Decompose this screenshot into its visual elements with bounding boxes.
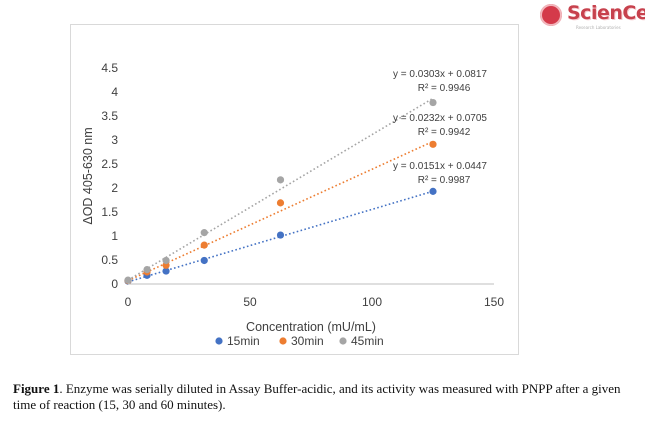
equation-15min: y = 0.0151x + 0.0447: [393, 161, 487, 172]
y-tick-label: 4.5: [101, 61, 118, 75]
y-tick-label: 1.5: [101, 205, 118, 219]
x-tick-labels: 0 50 100 150: [125, 295, 505, 309]
sciencell-logo: ScienCell Research Laboratories: [540, 2, 645, 30]
point-45min: [276, 176, 285, 184]
trendline-equations: y = 0.0151x + 0.0447 R² = 0.9987 y = 0.023…: [393, 69, 487, 186]
y-tick-label: 3.5: [101, 109, 118, 123]
point-45min: [162, 256, 170, 265]
caption-label: Figure 1: [13, 381, 60, 396]
point-45min: [143, 266, 151, 274]
legend-marker-30min: [279, 337, 287, 345]
legend-marker-45min: [339, 337, 347, 345]
x-tick-label: 0: [125, 295, 132, 309]
r-squared-45min: R² = 0.9946: [418, 83, 471, 94]
legend-label-15min: 15min: [227, 334, 260, 348]
r-squared-15min: R² = 0.9987: [418, 175, 471, 186]
x-tick-label: 150: [484, 295, 504, 309]
x-tick-label: 100: [362, 295, 382, 309]
x-axis-title: Concentration (mU/mL): [246, 320, 376, 334]
trendline-45min: [127, 97, 434, 281]
y-tick-labels: 0 0.5 1 1.5 2 2.5 3 3.5 4 4.5: [101, 61, 118, 291]
legend: 15min 30min 45min: [215, 334, 384, 348]
point-45min: [200, 229, 208, 237]
chart-frame: 0 0.5 1 1.5 2 2.5 3 3.5 4 4.5 0 50 100 150 ΔOD 405-6…: [70, 24, 519, 355]
y-tick-label: 1: [111, 229, 118, 243]
r-squared-30min: R² = 0.9942: [418, 127, 471, 138]
trendline-30min: [127, 140, 434, 282]
chart-svg: 0 0.5 1 1.5 2 2.5 3 3.5 4 4.5 0 50 100 150 ΔOD 405-6…: [81, 61, 505, 348]
figure-caption: Figure 1. Enzyme was serially diluted in…: [13, 381, 638, 413]
logo-text: ScienCell: [567, 2, 645, 24]
point-30min: [429, 140, 437, 148]
y-tick-label: 0: [111, 277, 118, 291]
legend-label-45min: 45min: [351, 334, 384, 348]
y-tick-label: 4: [111, 85, 118, 99]
point-15min: [162, 267, 170, 275]
logo-tagline: Research Laboratories: [576, 25, 621, 30]
point-30min: [200, 241, 208, 249]
legend-label-30min: 30min: [291, 334, 324, 348]
point-15min: [276, 231, 285, 239]
y-tick-label: 3: [111, 133, 118, 147]
point-15min: [200, 256, 208, 265]
point-45min: [429, 98, 437, 107]
trendline-15min: [127, 190, 434, 283]
y-axis-title: ΔOD 405-630 nm: [81, 127, 95, 224]
x-tick-label: 50: [243, 295, 257, 309]
caption-text: . Enzyme was serially diluted in Assay B…: [13, 381, 621, 412]
data-points: [124, 98, 437, 285]
legend-marker-15min: [215, 337, 223, 345]
y-tick-label: 2.5: [101, 157, 118, 171]
point-30min: [276, 199, 285, 207]
y-tick-label: 2: [111, 181, 118, 195]
logo-badge-icon: [540, 4, 562, 26]
equation-30min: y = 0.0232x + 0.0705: [393, 113, 487, 124]
equation-45min: y = 0.0303x + 0.0817: [393, 69, 487, 80]
point-15min: [429, 187, 437, 195]
y-tick-label: 0.5: [101, 253, 118, 267]
point-45min: [124, 276, 132, 284]
trendlines: [127, 97, 434, 283]
